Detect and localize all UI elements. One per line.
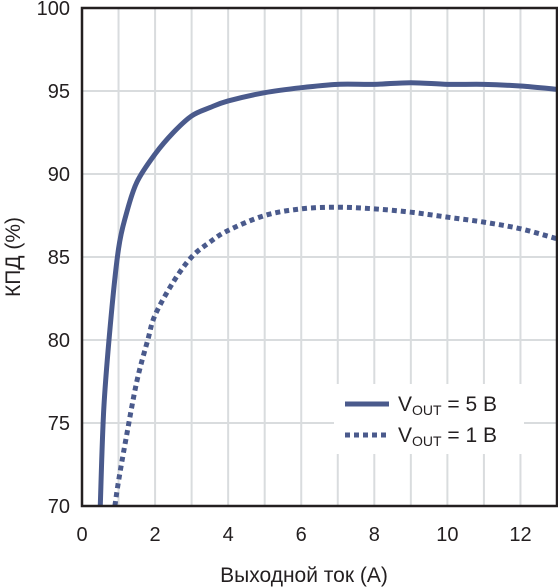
x-tick-label: 8 (369, 524, 380, 546)
x-tick-label: 12 (509, 524, 531, 546)
legend-label-1v: VOUT = 1 В (398, 424, 497, 449)
y-tick-label: 80 (48, 330, 70, 352)
x-tick-label: 6 (296, 524, 307, 546)
y-tick-label: 100 (37, 0, 70, 20)
legend-label-5v: VOUT = 5 В (398, 393, 497, 418)
x-tick-label: 2 (150, 524, 161, 546)
plot-frame (80, 6, 558, 508)
y-axis-title: КПД (%) (2, 217, 25, 297)
x-tick-label: 4 (223, 524, 234, 546)
y-tick-label: 75 (48, 413, 70, 435)
x-tick-label: 0 (76, 524, 87, 546)
legend: VOUT = 5 В VOUT = 1 В (334, 384, 524, 454)
series-layer (97, 80, 558, 507)
y-tick-label: 85 (48, 247, 70, 269)
tick-labels: 0 2 4 6 8 10 12 70 75 80 85 90 95 100 (37, 0, 532, 546)
y-tick-label: 70 (48, 496, 70, 518)
legend-background (334, 384, 524, 454)
y-tick-label: 95 (48, 81, 70, 103)
series-line-1v (112, 204, 558, 507)
x-tick-label: 10 (436, 524, 458, 546)
series-line-5v (97, 80, 558, 507)
y-tick-label: 90 (48, 164, 70, 186)
x-axis-title: Выходной ток (А) (220, 564, 388, 587)
